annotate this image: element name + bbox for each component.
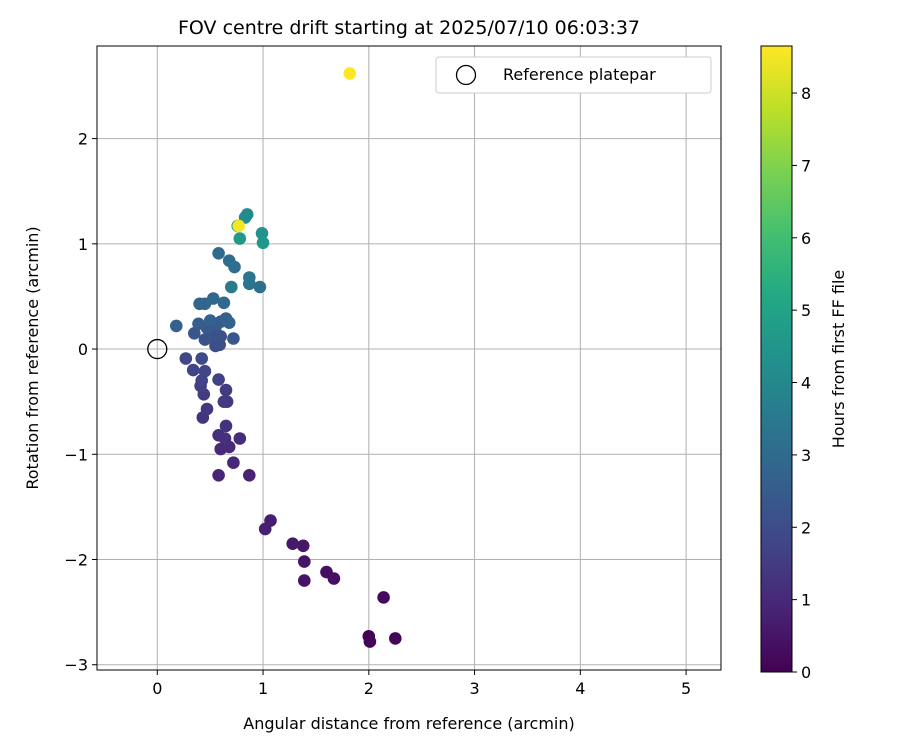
scatter-point xyxy=(227,456,240,470)
scatter-point xyxy=(255,227,269,240)
colorbar-label: Hours from first FF file xyxy=(829,270,848,449)
colorbar-tick-label: 6 xyxy=(801,229,811,248)
x-axis-ticks: 0 1 2 3 4 5 xyxy=(152,670,691,698)
scatter-point xyxy=(192,317,205,331)
scatter-point xyxy=(228,260,241,274)
reference-marker xyxy=(147,338,168,360)
legend-box xyxy=(435,56,712,94)
scatter-point xyxy=(212,469,225,482)
legend: Reference platepar xyxy=(435,56,712,94)
x-tick-label: 5 xyxy=(681,679,691,698)
scatter-point xyxy=(232,219,245,233)
legend-label: Reference platepar xyxy=(503,65,656,84)
scatter-point xyxy=(212,247,225,260)
y-tick-label: −2 xyxy=(64,551,88,570)
x-tick-label: 4 xyxy=(575,679,585,698)
scatter-point xyxy=(256,236,270,250)
scatter-point xyxy=(212,429,225,442)
colorbar-tick-label: 3 xyxy=(801,446,811,465)
y-tick-label: 0 xyxy=(78,340,88,359)
x-tick-label: 2 xyxy=(364,679,374,698)
scatter-point xyxy=(217,296,231,310)
scatter-point xyxy=(233,232,247,245)
y-axis-label: Rotation from reference (arcmin) xyxy=(23,226,42,489)
scatter-point xyxy=(343,67,357,80)
scatter-point xyxy=(222,316,236,330)
y-tick-label: −3 xyxy=(64,656,88,675)
scatter-point xyxy=(225,280,238,294)
x-tick-label: 3 xyxy=(469,679,479,698)
scatter-point xyxy=(286,537,300,550)
scatter-point xyxy=(212,373,225,386)
scatter-point xyxy=(179,352,193,365)
scatter-point xyxy=(298,555,311,568)
scatter-point xyxy=(243,271,256,284)
scatter-point xyxy=(195,352,208,365)
scatter-point xyxy=(298,574,311,587)
scatter-point xyxy=(188,327,201,340)
y-tick-label: −1 xyxy=(64,445,88,464)
scatter-point xyxy=(217,395,231,409)
colorbar-tick-label: 7 xyxy=(801,156,811,175)
scatter-point xyxy=(253,280,267,294)
y-tick-label: 1 xyxy=(78,235,88,254)
scatter-point xyxy=(377,591,390,604)
plot-frame xyxy=(96,45,722,671)
scatter-point xyxy=(198,333,212,346)
scatter-point xyxy=(200,402,214,416)
x-tick-label: 0 xyxy=(152,679,162,698)
colorbar: 0 1 2 3 4 5 6 7 8 Hours from first FF file xyxy=(760,45,848,682)
colorbar-tick-label: 8 xyxy=(801,84,811,103)
scatter-point xyxy=(219,419,233,433)
y-axis-ticks: −3 −2 −1 0 1 2 xyxy=(64,130,97,675)
colorbar-tick-label: 2 xyxy=(801,518,811,537)
colorbar-tick-label: 5 xyxy=(801,301,811,320)
x-axis-label: Angular distance from reference (arcmin) xyxy=(243,714,574,733)
x-tick-label: 1 xyxy=(258,679,268,698)
colorbar-gradient xyxy=(760,45,793,673)
scatter-point xyxy=(219,383,233,397)
scatter-point xyxy=(170,319,183,333)
data-points xyxy=(170,67,402,648)
scatter-point xyxy=(227,332,240,345)
grid-lines xyxy=(97,46,721,670)
chart-title: FOV centre drift starting at 2025/07/10 … xyxy=(178,17,640,39)
colorbar-tick-label: 0 xyxy=(801,663,811,682)
colorbar-tick-label: 1 xyxy=(801,591,811,610)
scatter-point xyxy=(207,292,220,305)
colorbar-tick-label: 4 xyxy=(801,374,811,393)
scatter-point xyxy=(186,363,200,377)
scatter-point xyxy=(296,539,310,553)
scatter-point xyxy=(203,314,217,327)
y-tick-label: 2 xyxy=(78,130,88,149)
scatter-point xyxy=(363,635,377,648)
scatter-point xyxy=(233,432,247,445)
scatter-point xyxy=(243,469,256,482)
scatter-point xyxy=(327,572,341,585)
legend-marker xyxy=(455,64,477,86)
scatter-point xyxy=(258,522,272,536)
scatter-point xyxy=(198,364,212,378)
scatter-point xyxy=(389,632,402,645)
colorbar-ticks: 0 1 2 3 4 5 6 7 8 xyxy=(792,84,811,682)
